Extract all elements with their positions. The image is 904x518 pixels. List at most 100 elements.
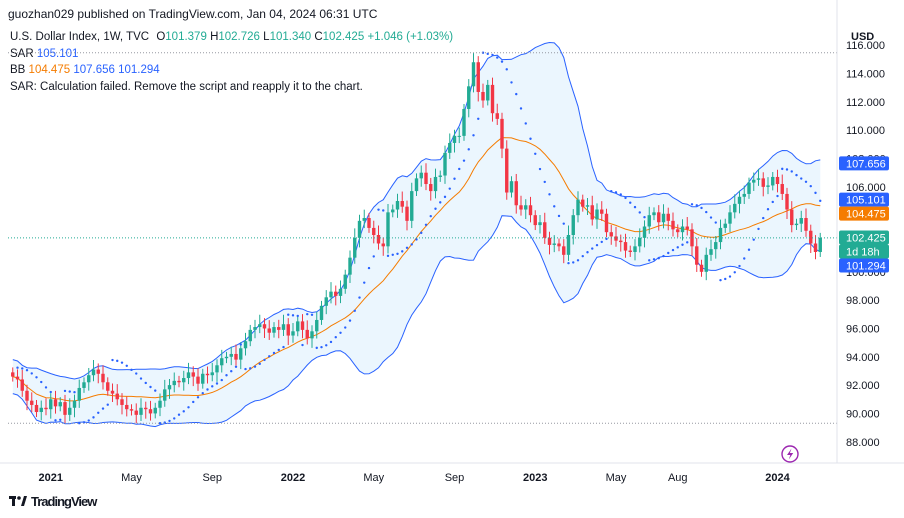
sar-dot xyxy=(282,345,285,349)
sar-dot xyxy=(187,406,190,409)
sar-dot xyxy=(686,241,689,244)
sar-dot xyxy=(420,231,423,235)
candle xyxy=(120,393,124,415)
sar-dot xyxy=(268,355,271,358)
sar-dot xyxy=(747,248,751,251)
sar-dot xyxy=(695,204,698,207)
candle xyxy=(609,224,613,245)
legend-bb-lower: 101.294 xyxy=(118,64,160,76)
candle xyxy=(414,173,419,197)
candle xyxy=(661,204,666,229)
sar-dot xyxy=(230,369,233,373)
bollinger-upper-band xyxy=(12,41,821,380)
candle xyxy=(747,177,751,199)
sar-dot xyxy=(358,296,361,299)
legend-sar-row[interactable]: SAR 105.101 xyxy=(10,46,453,63)
candle xyxy=(362,209,366,229)
legend-symbol[interactable]: U.S. Dollar Index, 1W, TVC xyxy=(10,31,150,43)
candle xyxy=(53,390,58,414)
price-tag-text: 102.425 xyxy=(846,232,886,244)
sar-dot xyxy=(396,252,399,255)
sar-dot xyxy=(800,177,803,180)
candle xyxy=(495,103,499,125)
candle xyxy=(576,191,580,223)
sar-dot xyxy=(386,254,390,258)
sar-dot xyxy=(543,180,546,184)
candle xyxy=(34,399,39,417)
candle xyxy=(277,319,281,339)
sar-dot xyxy=(40,380,43,384)
legend-sar-value: 105.101 xyxy=(36,47,79,60)
sar-dot xyxy=(377,208,380,211)
sar-dot xyxy=(291,314,295,317)
candle xyxy=(699,259,704,277)
candle xyxy=(300,314,305,339)
sar-dot xyxy=(534,152,537,156)
sar-dot xyxy=(619,193,622,196)
sar-dot xyxy=(567,261,570,265)
candle xyxy=(657,205,661,231)
sar-dot xyxy=(733,271,736,274)
sar-dot xyxy=(363,281,366,284)
candle xyxy=(695,237,699,272)
candle xyxy=(338,280,343,304)
candle xyxy=(562,239,566,264)
price-tag-bb_lower: 101.294 xyxy=(839,258,889,273)
time-tick-label: 2024 xyxy=(765,472,790,484)
candle xyxy=(481,83,485,108)
sar-dot xyxy=(524,122,527,125)
legend-high: 102.726 xyxy=(218,31,260,43)
legend-close: 102.425 xyxy=(322,31,365,43)
candle xyxy=(585,198,590,216)
legend-bb-row[interactable]: BB 104.475 107.656 101.294 xyxy=(10,62,453,79)
footer-brand[interactable]: TradingView xyxy=(9,494,97,509)
bollinger-lower-band xyxy=(12,215,821,428)
sar-dot xyxy=(477,117,480,120)
sar-dot xyxy=(301,343,304,347)
candle xyxy=(728,205,732,233)
time-tick-label: May xyxy=(363,472,384,484)
price-axis-currency: USD xyxy=(851,31,874,43)
price-tag-close: 102.425 xyxy=(839,230,889,245)
candle xyxy=(144,401,148,419)
candle xyxy=(395,193,400,218)
chart-legend: U.S. Dollar Index, 1W, TVC O101.379 H102… xyxy=(10,29,453,95)
sar-dot xyxy=(510,81,513,84)
legend-low: 101.340 xyxy=(269,31,312,43)
candle xyxy=(756,168,761,186)
candle xyxy=(11,367,15,382)
sar-dot xyxy=(724,277,727,281)
flash-icon[interactable] xyxy=(781,445,799,463)
time-axis: 2021 May Sep 2022 May Sep 2023 May Aug 2024 xyxy=(39,472,791,484)
candle xyxy=(543,212,547,244)
sar-dot xyxy=(249,367,252,370)
candle xyxy=(72,394,77,418)
candle xyxy=(63,394,67,424)
legend-sar-label: SAR xyxy=(10,47,34,60)
candle xyxy=(186,362,191,385)
sar-dot xyxy=(49,390,52,394)
candle xyxy=(386,203,390,254)
candle xyxy=(158,393,162,417)
candle xyxy=(205,366,210,384)
candle xyxy=(110,383,115,402)
sar-dot xyxy=(728,275,732,278)
sar-dot xyxy=(401,250,404,253)
candle xyxy=(101,365,105,390)
legend-change: +1.046 (+1.03%) xyxy=(367,31,454,43)
candle xyxy=(666,207,670,231)
sar-dot xyxy=(44,386,48,389)
candle xyxy=(234,344,238,366)
candle xyxy=(737,190,742,214)
candle xyxy=(215,359,219,382)
sar-dot xyxy=(149,385,152,389)
candle xyxy=(148,400,153,421)
sar-dot xyxy=(462,159,466,162)
candle xyxy=(134,403,138,424)
sar-dot xyxy=(591,247,594,250)
sar-dot xyxy=(315,346,318,350)
price-tick-label: 90.000 xyxy=(846,408,880,420)
candle xyxy=(324,290,328,315)
candle xyxy=(196,368,200,391)
